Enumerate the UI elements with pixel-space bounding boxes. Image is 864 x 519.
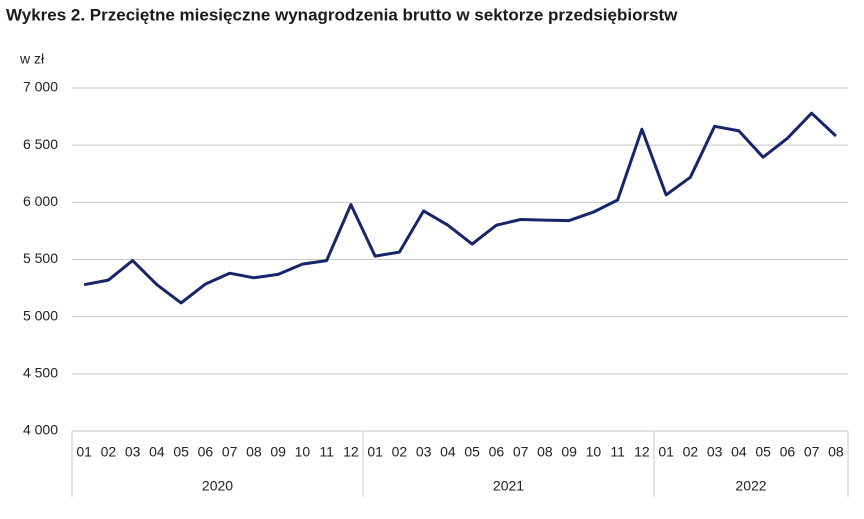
- x-tick-label: 02: [683, 444, 699, 460]
- x-tick-label: 08: [537, 444, 553, 460]
- group-label: 2020: [202, 478, 233, 494]
- x-tick-label: 07: [222, 444, 238, 460]
- x-tick-label: 09: [270, 444, 286, 460]
- x-tick-label: 05: [173, 444, 189, 460]
- x-tick-label: 01: [76, 444, 92, 460]
- y-tick-label: 6 500: [23, 136, 58, 152]
- x-tick-label: 06: [489, 444, 505, 460]
- y-axis-label: w zł: [19, 51, 45, 67]
- x-tick-label: 04: [440, 444, 456, 460]
- chart-title: Wykres 2. Przeciętne miesięczne wynagrod…: [6, 5, 678, 24]
- y-tick-label: 4 000: [23, 422, 58, 438]
- y-tick-label: 5 500: [23, 250, 58, 266]
- y-tick-label: 4 500: [23, 365, 58, 381]
- x-tick-label: 08: [246, 444, 262, 460]
- x-tick-label: 01: [658, 444, 674, 460]
- x-tick-label: 05: [464, 444, 480, 460]
- x-tick-label: 06: [780, 444, 796, 460]
- y-tick-label: 6 000: [23, 193, 58, 209]
- x-tick-label: 11: [319, 444, 334, 460]
- data-line: [83, 111, 837, 305]
- y-tick-label: 7 000: [23, 79, 58, 95]
- x-tick-label: 04: [149, 444, 165, 460]
- y-tick-label: 5 000: [23, 307, 58, 323]
- x-tick-label: 04: [731, 444, 747, 460]
- x-tick-label: 10: [586, 444, 602, 460]
- x-tick-label: 10: [295, 444, 311, 460]
- x-tick-label: 07: [804, 444, 820, 460]
- x-tick-label: 03: [707, 444, 723, 460]
- x-tick-label: 08: [828, 444, 844, 460]
- x-tick-label: 06: [198, 444, 214, 460]
- x-tick-label: 11: [610, 444, 625, 460]
- x-tick-label: 12: [634, 444, 650, 460]
- x-tick-label: 01: [367, 444, 383, 460]
- x-tick-label: 07: [513, 444, 529, 460]
- x-tick-label: 02: [392, 444, 408, 460]
- x-tick-label: 02: [101, 444, 117, 460]
- x-tick-label: 09: [561, 444, 577, 460]
- x-tick-label: 05: [755, 444, 771, 460]
- group-label: 2022: [735, 478, 766, 494]
- group-label: 2021: [493, 478, 524, 494]
- x-tick-label: 03: [416, 444, 432, 460]
- x-tick-label: 12: [343, 444, 359, 460]
- x-tick-label: 03: [125, 444, 141, 460]
